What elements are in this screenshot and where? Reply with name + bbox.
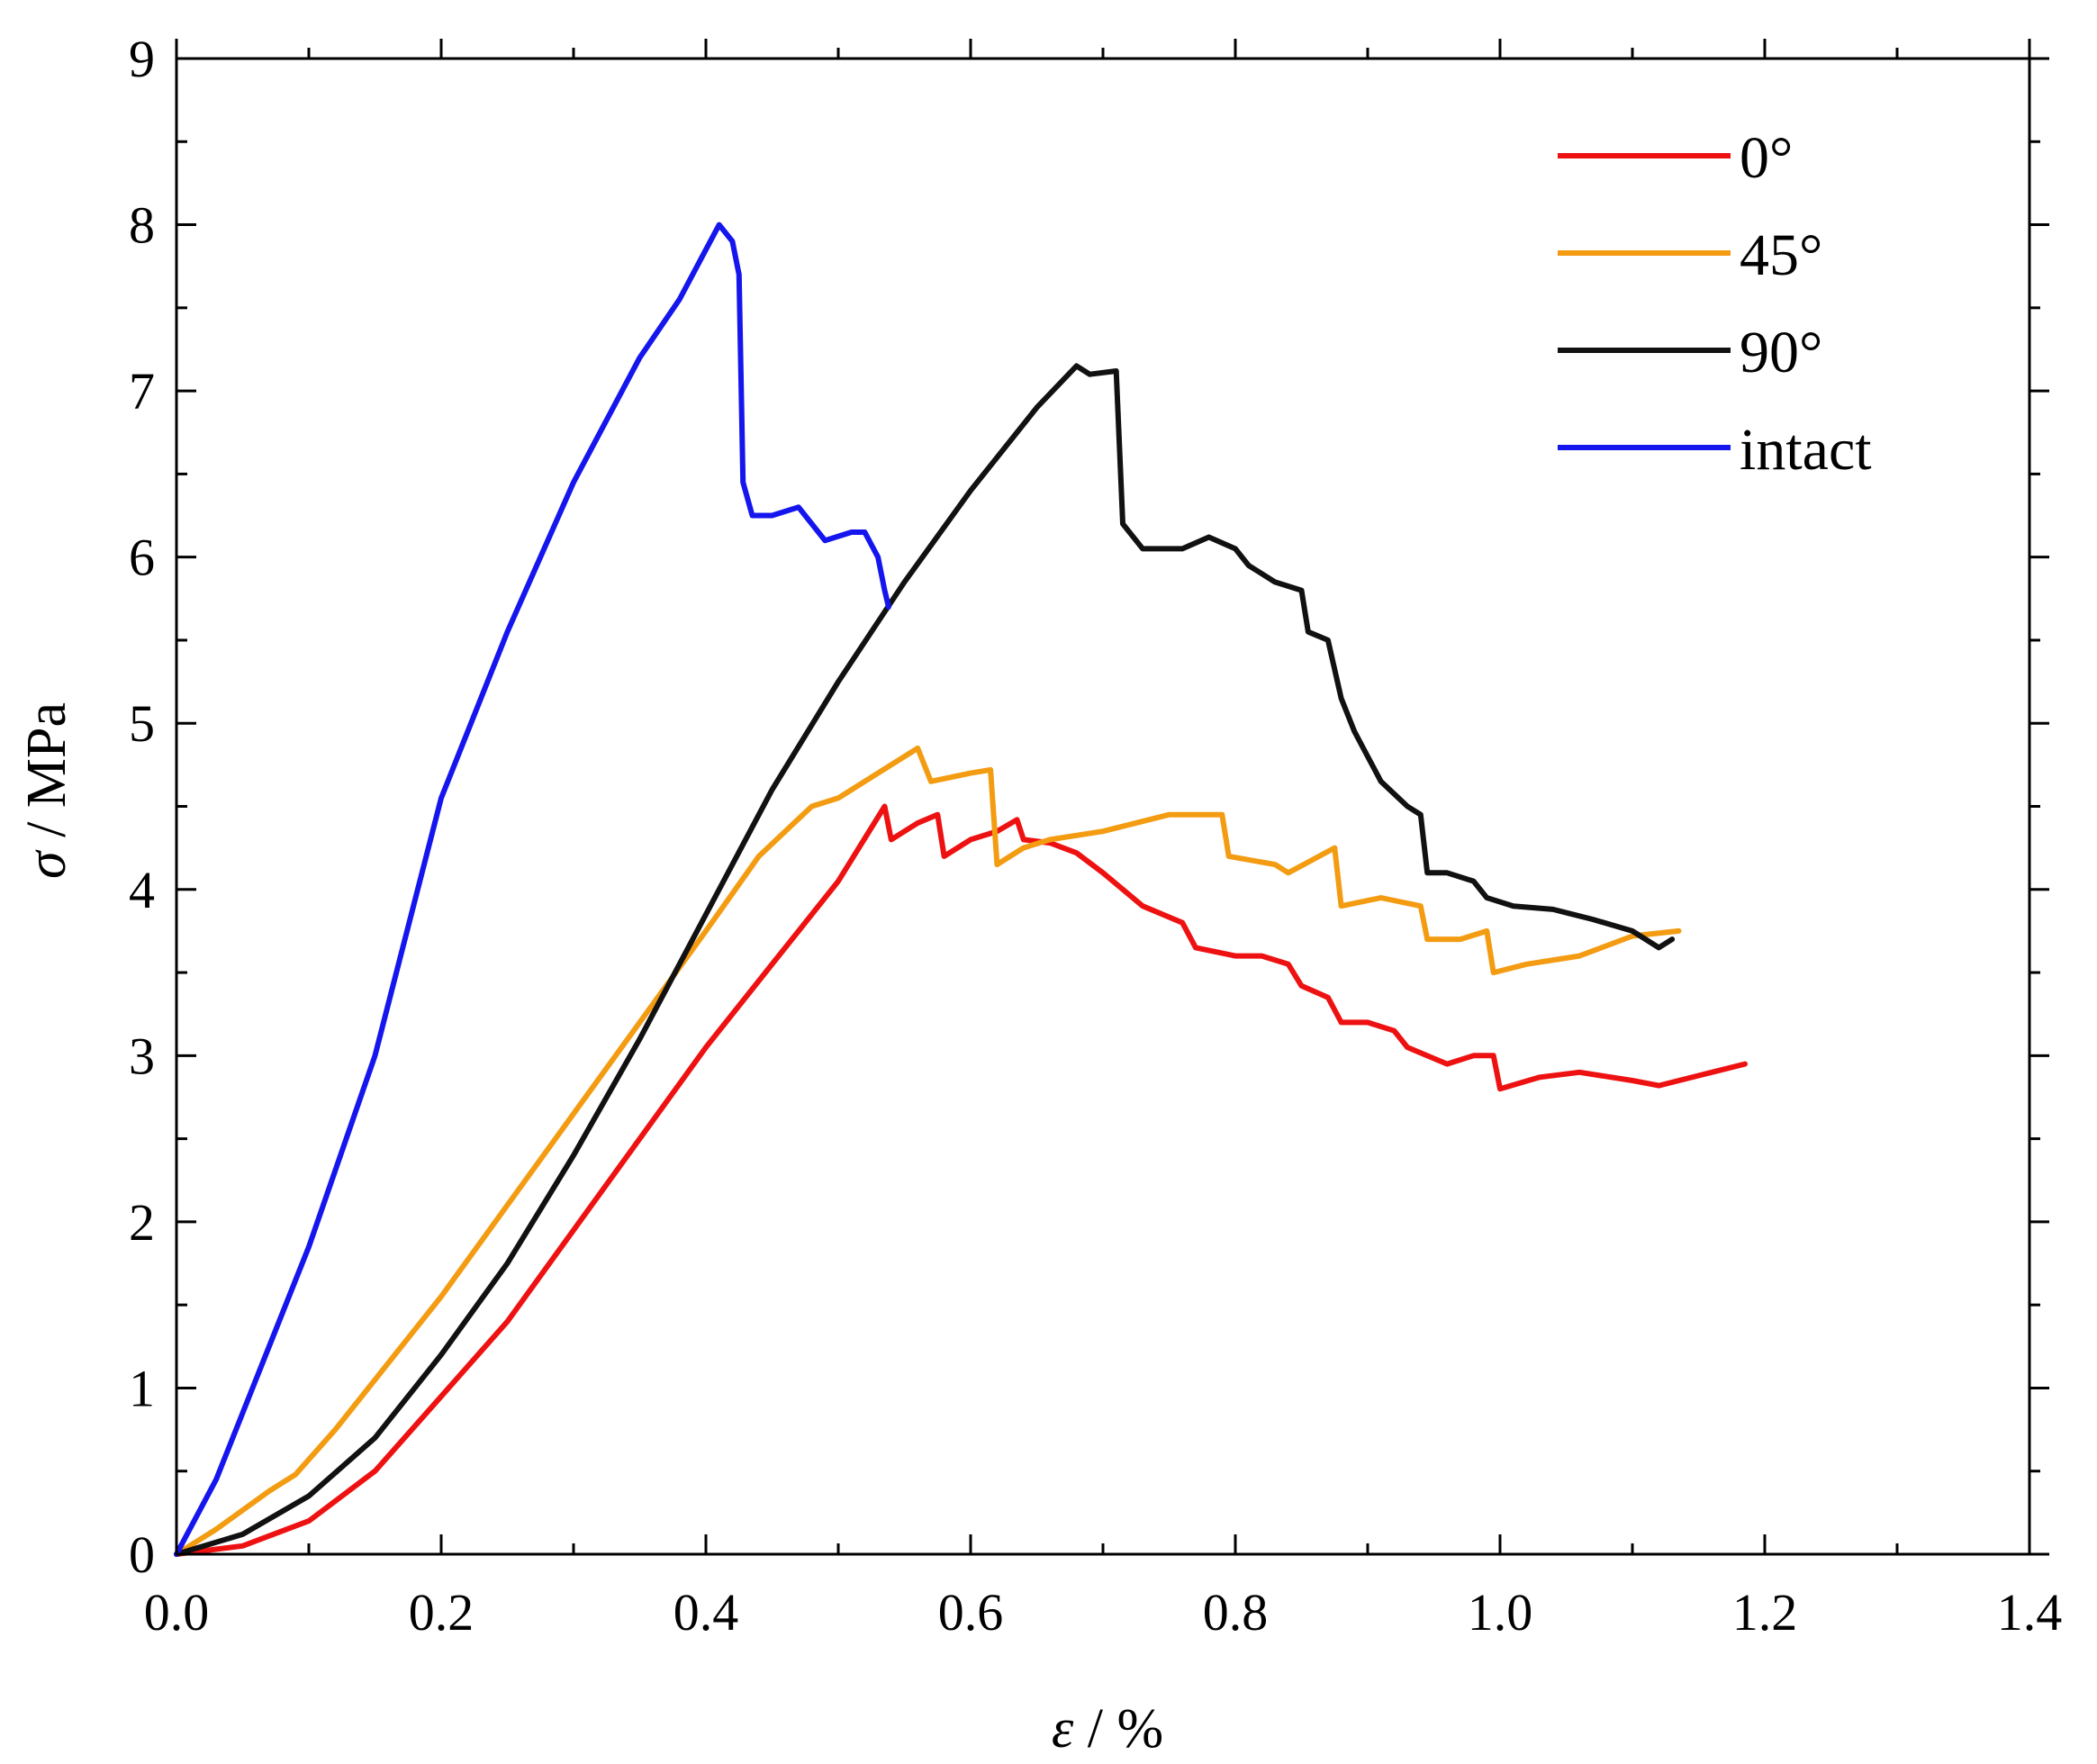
x-tick-label: 0.6 (938, 1583, 1004, 1642)
legend-label: 45° (1740, 222, 1822, 288)
y-tick-label: 0 (129, 1525, 155, 1584)
legend-item: 0° (1558, 125, 1793, 191)
y-tick-label: 4 (129, 861, 155, 919)
y-tick-label: 9 (129, 30, 155, 88)
x-tick-label: 0.0 (144, 1583, 210, 1642)
y-tick-label: 5 (129, 694, 155, 753)
y-tick-label: 8 (129, 196, 155, 255)
series-line-1 (174, 745, 1682, 1557)
y-axis-title: σ / MPa (16, 702, 77, 879)
legend-label: 90° (1740, 320, 1822, 385)
x-tick-label: 1.0 (1468, 1583, 1533, 1642)
legend: 0° 45° 90° intact (1558, 125, 1872, 483)
y-tick-label: 7 (129, 362, 155, 421)
legend-label: 0° (1740, 125, 1793, 191)
y-tick-label: 2 (129, 1193, 155, 1252)
y-tick-label: 3 (129, 1027, 155, 1085)
x-tick-label: 0.2 (409, 1583, 475, 1642)
legend-item: 90° (1558, 320, 1822, 385)
y-tick-label: 1 (129, 1359, 155, 1417)
plot-area: 0.0 0.2 0.4 0.6 0.8 1.0 1.2 1.4 0 1 2 3 4 5 6 7 8 9 0° 45°… (129, 30, 2062, 1642)
x-axis-symbol: ε (1052, 1698, 1074, 1759)
y-tick-label: 6 (129, 529, 155, 587)
series-line-2 (174, 363, 1676, 1557)
series-line-0 (174, 803, 1748, 1557)
x-tick-label: 0.8 (1203, 1583, 1269, 1642)
x-tick-label: 0.4 (673, 1583, 739, 1642)
x-tick-label: 1.2 (1732, 1583, 1798, 1642)
y-axis-unit: / MPa (16, 702, 77, 851)
legend-label: intact (1740, 417, 1872, 483)
x-axis-title: ε / % (1052, 1698, 1163, 1759)
legend-item: intact (1558, 417, 1872, 483)
x-axis-unit: / % (1073, 1698, 1163, 1759)
x-tick-label: 1.4 (1997, 1583, 2063, 1642)
legend-item: 45° (1558, 222, 1822, 288)
y-axis-symbol: σ (16, 849, 77, 879)
series-line-3 (174, 222, 891, 1557)
